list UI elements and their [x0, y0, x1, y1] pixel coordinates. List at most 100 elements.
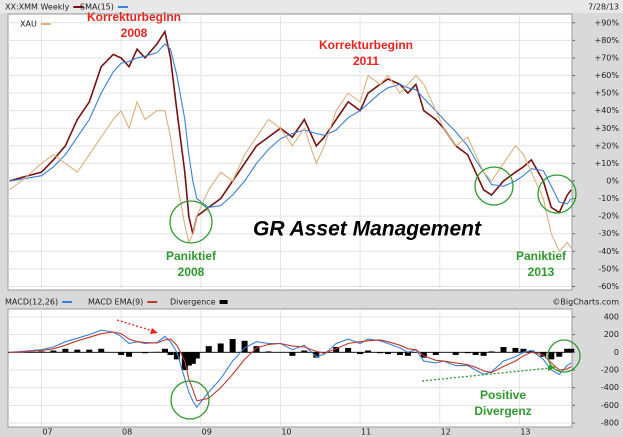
annotation: 2008 [121, 26, 148, 40]
highlight-circle [474, 166, 514, 206]
bar [167, 352, 174, 355]
x-tick-label: 10 [281, 428, 291, 437]
y-tick-label: 200 [604, 330, 619, 339]
y-tick-label: -60% [598, 282, 619, 291]
y-tick-label: -50% [598, 264, 619, 273]
bar [568, 348, 575, 353]
x-tick-label: 09 [202, 428, 212, 437]
y-tick-label: -400 [601, 383, 619, 392]
bar [185, 352, 192, 366]
y-tick-label: +40% [595, 106, 620, 115]
y-tick-label: +50% [595, 89, 620, 98]
bar [512, 347, 519, 353]
y-tick-label: +60% [595, 71, 620, 80]
legend-swatch [219, 300, 228, 304]
y-tick-label: -30% [598, 229, 619, 238]
legend-label: SMA(15) [80, 3, 114, 12]
bar [38, 351, 45, 353]
bar [452, 352, 459, 355]
bar [313, 352, 320, 358]
y-tick-label: 0% [606, 177, 619, 186]
bar [301, 350, 308, 353]
arrow-head [548, 365, 556, 371]
annotation: 2008 [178, 265, 205, 279]
y-tick-label: +90% [595, 18, 620, 27]
bar [464, 352, 471, 354]
arrow [421, 367, 551, 382]
bar [205, 346, 212, 353]
x-tick-label: 12 [441, 428, 451, 437]
y-tick-label: 400 [604, 312, 619, 321]
y-tick-label: -20% [598, 212, 619, 221]
bar [404, 352, 411, 356]
series-line [9, 331, 572, 402]
plot-layer: +90% +80% +70% +60% +50% +40% +30% +20% +10% 0% -1… [8, 14, 619, 437]
annotation: 2013 [528, 265, 555, 279]
bar [420, 352, 427, 358]
bar [193, 352, 200, 359]
y-tick-label: -600 [601, 401, 619, 410]
y-tick-label: -10% [598, 194, 619, 203]
bar [396, 352, 403, 355]
bar [357, 352, 364, 355]
bar [241, 340, 248, 353]
y-tick-label: +30% [595, 124, 620, 133]
bar [365, 350, 372, 353]
legend-label: Divergence [170, 298, 216, 307]
bar [333, 347, 340, 353]
series-line [9, 74, 572, 253]
bar [556, 352, 563, 357]
source: ©BigCharts.com [552, 298, 619, 307]
series-line [9, 43, 572, 208]
bar [98, 348, 105, 353]
y-tick-label: 0 [614, 348, 619, 357]
y-tick-label: -200 [601, 365, 619, 374]
annotation: Divergenz [474, 404, 531, 418]
bar [345, 347, 352, 353]
bar [74, 349, 81, 353]
legend-label: MACD(12,26) [5, 298, 58, 307]
y-tick-label: +10% [595, 159, 620, 168]
x-tick-label: 13 [520, 428, 530, 437]
y-tick-label: +80% [595, 36, 620, 45]
y-tick-label: -800 [601, 419, 619, 428]
y-tick-label: +20% [595, 141, 620, 150]
annotation: Positive [480, 388, 526, 402]
bar [189, 352, 196, 364]
bar [86, 349, 93, 353]
legend-label: XAU [20, 20, 37, 29]
bar [377, 352, 384, 354]
bar [289, 352, 296, 356]
bar [217, 343, 224, 353]
bar [173, 352, 180, 360]
x-tick-label: 08 [122, 428, 132, 437]
series-line [9, 329, 572, 409]
header-bar [0, 0, 623, 13]
bar [520, 348, 527, 353]
x-tick-label: 11 [361, 428, 371, 437]
bar [142, 352, 149, 354]
bar [564, 348, 571, 353]
bar [161, 348, 168, 353]
bar [472, 352, 479, 355]
legend-label: XX:XMM Weekly [5, 3, 70, 12]
bar [265, 351, 272, 353]
bar [62, 348, 69, 353]
highlight-circle [537, 174, 577, 214]
y-tick-label: +70% [595, 53, 620, 62]
bar [126, 352, 133, 357]
bar [384, 352, 391, 355]
price-panel [7, 13, 573, 291]
annotation: 2011 [353, 54, 379, 68]
bar [480, 352, 487, 356]
highlight-circle [169, 200, 213, 244]
highlight-circle [170, 380, 210, 420]
bar [500, 347, 507, 353]
bar [118, 352, 125, 355]
bar [253, 346, 260, 353]
bar [488, 351, 495, 353]
legend-label: MACD EMA(9) [88, 298, 143, 307]
bar [432, 352, 439, 355]
y-tick-label: -40% [598, 247, 619, 256]
